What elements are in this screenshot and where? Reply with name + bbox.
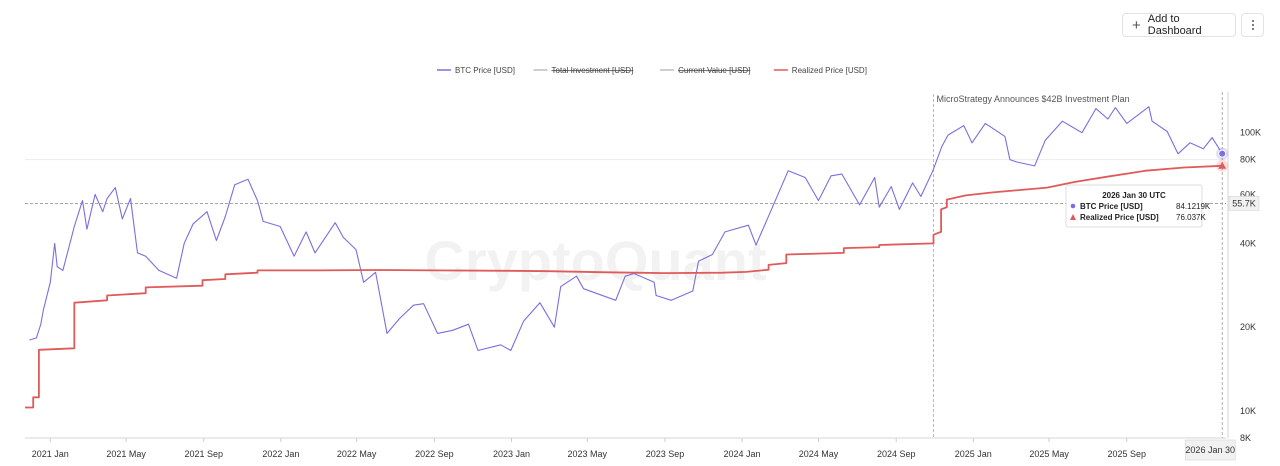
legend-item[interactable]: Current Value [USD]	[678, 66, 750, 75]
x-tick-label: 2022 Jan	[262, 449, 299, 459]
y-tick-label: 10K	[1240, 406, 1256, 416]
realized-end-marker	[1218, 161, 1227, 169]
tooltip-row-value: 76.037K	[1176, 213, 1206, 222]
tooltip-row-value: 84.1219K	[1176, 202, 1211, 211]
tooltip-marker	[1070, 203, 1076, 209]
annotation-label: MicroStrategy Announces $42B Investment …	[936, 94, 1129, 104]
x-tick-label: 2024 Jan	[724, 449, 761, 459]
x-tick-label: 2023 Jan	[493, 449, 530, 459]
crosshair-value-badge	[1228, 196, 1260, 211]
y-tick-label: 40K	[1240, 238, 1256, 248]
y-tick-label: 100K	[1240, 128, 1261, 138]
tooltip-box	[1065, 184, 1203, 228]
y-tick-label: 60K	[1240, 189, 1256, 199]
add-to-dashboard-label: Add to Dashboard	[1147, 13, 1202, 37]
crosshair-date-badge	[1184, 439, 1236, 461]
x-tick-label: 2021 Jan	[32, 449, 69, 459]
x-tick-label: 2024 May	[799, 449, 839, 459]
y-tick-label: 8K	[1240, 433, 1251, 443]
tooltip-row-label: Realized Price [USD]	[1080, 213, 1159, 222]
legend-item[interactable]: Total Investment [USD]	[552, 66, 634, 75]
btc-price-line	[29, 106, 1223, 352]
crosshair-value-label: 55.7K	[1232, 198, 1256, 208]
tooltip-title: 2026 Jan 30 UTC	[1102, 191, 1166, 200]
x-tick-label: 2023 Sep	[646, 449, 685, 459]
btc-end-marker	[1218, 149, 1227, 158]
y-tick-label: 20K	[1240, 322, 1256, 332]
plus-icon: +	[1132, 16, 1141, 34]
tooltip-marker	[1070, 214, 1076, 220]
x-tick-label: 2024 Sep	[877, 449, 916, 459]
x-tick-label: 2025 Jan	[955, 449, 992, 459]
more-options-button[interactable]	[1241, 13, 1264, 37]
x-tick-label: 2025 May	[1029, 449, 1069, 459]
realized-price-line	[25, 164, 1223, 409]
watermark: CryptoQuant	[424, 229, 766, 292]
x-tick-label: 2025 Sep	[1108, 449, 1147, 459]
y-tick-label: 80K	[1240, 155, 1256, 165]
x-tick-label: 2023 May	[568, 449, 608, 459]
x-tick-label: 2021 Sep	[185, 449, 224, 459]
more-vertical-icon	[1251, 20, 1254, 30]
legend-item[interactable]: Realized Price [USD]	[792, 66, 867, 75]
x-tick-label: 2022 Sep	[415, 449, 454, 459]
x-tick-label: 2021 May	[106, 449, 146, 459]
add-to-dashboard-button[interactable]: + Add to Dashboard	[1122, 13, 1236, 37]
legend-item[interactable]: BTC Price [USD]	[455, 66, 515, 75]
tooltip-row-label: BTC Price [USD]	[1080, 202, 1143, 211]
crosshair-date-label: 2026 Jan 30	[1185, 445, 1235, 455]
x-tick-label: 2022 May	[337, 449, 377, 459]
